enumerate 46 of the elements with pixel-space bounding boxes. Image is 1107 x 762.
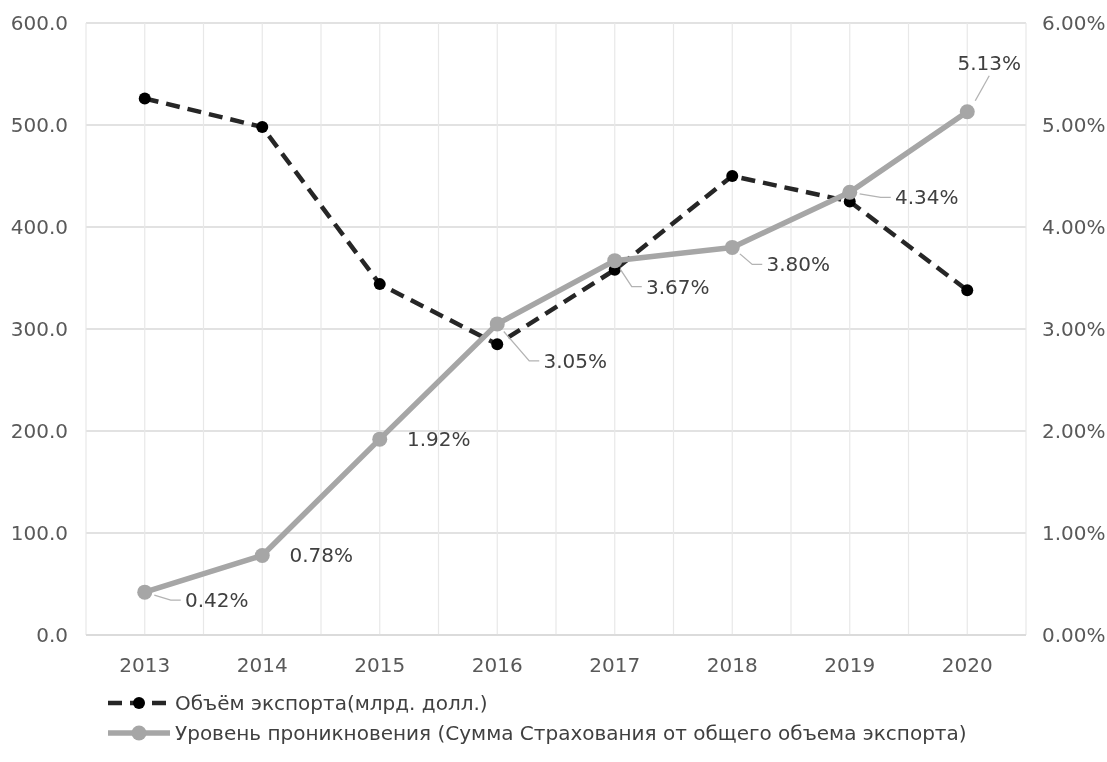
point (959, 104, 975, 120)
point (489, 316, 505, 332)
x-tick-label: 2013 (119, 653, 171, 677)
data-label: 3.80% (766, 252, 831, 277)
y2-tick-label: 0.00% (1042, 623, 1106, 647)
y2-tick-label: 6.00% (1042, 11, 1106, 35)
y-tick-label: 300.0 (10, 317, 68, 341)
x-tick-label: 2019 (824, 653, 876, 677)
x-tick-label: 2017 (589, 653, 641, 677)
point (726, 170, 739, 182)
point (372, 431, 388, 447)
y-tick-label: 0.0 (36, 623, 68, 647)
data-label: 3.05% (543, 348, 608, 373)
y2-tick-label: 2.00% (1042, 419, 1106, 443)
point (607, 253, 623, 269)
legend-label: Объём экспорта(млрд. долл.) (175, 691, 488, 715)
data-label: 4.34% (894, 185, 959, 210)
x-tick-label: 2020 (941, 653, 993, 677)
x-tick-label: 2018 (706, 653, 758, 677)
data-label: 3.67% (645, 274, 710, 299)
data-label: 1.92% (406, 427, 471, 452)
y2-tick-label: 5.00% (1042, 113, 1106, 137)
y-tick-label: 500.0 (10, 113, 68, 137)
data-label: 0.78% (289, 543, 354, 568)
point (842, 184, 858, 200)
point (138, 92, 151, 105)
y-tick-label: 100.0 (10, 521, 68, 545)
y-tick-label: 600.0 (10, 11, 68, 35)
y2-tick-label: 4.00% (1042, 215, 1106, 239)
point (491, 338, 504, 351)
x-tick-label: 2016 (471, 653, 523, 677)
point (137, 584, 153, 600)
point (961, 284, 974, 297)
y2-tick-label: 1.00% (1042, 521, 1106, 545)
data-label: 5.13% (957, 50, 1022, 75)
point (724, 239, 740, 255)
y-tick-label: 200.0 (10, 419, 68, 443)
legend-label: Уровень проникновения (Сумма Страхования от общего объема экспорта) (175, 721, 967, 745)
y2-tick-label: 3.00% (1042, 317, 1106, 341)
point (254, 547, 270, 563)
y-tick-label: 400.0 (10, 215, 68, 239)
x-tick-label: 2015 (354, 653, 406, 677)
data-label: 0.42% (184, 588, 249, 613)
point (373, 278, 386, 291)
x-tick-label: 2014 (236, 653, 288, 677)
point (256, 121, 269, 134)
